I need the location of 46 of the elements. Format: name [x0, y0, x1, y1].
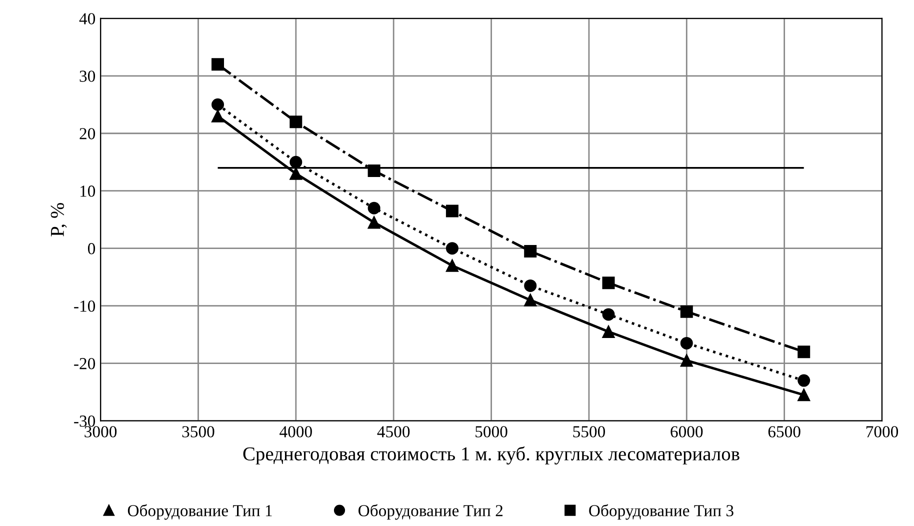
point — [446, 259, 458, 272]
point — [446, 204, 458, 218]
y-tick-label: -20 — [74, 358, 96, 370]
point — [290, 156, 302, 168]
y-tick-label: 10 — [80, 186, 96, 197]
point — [680, 305, 693, 318]
point — [446, 242, 458, 255]
point — [212, 58, 224, 71]
point — [602, 308, 615, 321]
x-tick-label: 5000 — [476, 426, 508, 438]
point — [368, 164, 380, 177]
point — [524, 244, 537, 258]
x-tick-label: 6500 — [768, 426, 800, 438]
point — [798, 346, 810, 358]
point — [368, 216, 380, 229]
y-tick-label: 30 — [80, 70, 96, 82]
point — [798, 388, 810, 402]
y-tick-label: 40 — [79, 13, 96, 24]
point — [212, 110, 224, 122]
x-tick-label: 3500 — [182, 426, 214, 438]
x-axis-title: Среднегодовая стоимость 1 м. куб. круглых лесоматериалов — [243, 446, 740, 464]
y-tick-label: 0 — [88, 243, 96, 254]
point — [680, 354, 693, 367]
legend-label: Оборудование Тип 2 — [358, 504, 503, 520]
point — [602, 276, 615, 290]
x-tick-label: 7000 — [866, 426, 898, 438]
y-tick-label: -10 — [74, 300, 96, 312]
x-tick-label: 4500 — [377, 426, 410, 438]
legend-label: Оборудование Тип 3 — [589, 504, 734, 520]
point — [524, 294, 537, 306]
point — [290, 116, 302, 128]
y-axis-title: P, % — [50, 202, 67, 236]
point — [368, 202, 380, 214]
point — [602, 325, 615, 338]
point — [290, 167, 302, 180]
y-tick-label: 20 — [80, 128, 96, 140]
x-tick-label: 6000 — [670, 426, 703, 438]
x-tick-label: 4000 — [280, 426, 312, 438]
point — [680, 336, 693, 350]
point — [212, 98, 224, 111]
y-tick-label: -30 — [74, 416, 96, 427]
x-tick-label: 3000 — [84, 426, 117, 438]
point — [524, 279, 537, 292]
point — [798, 374, 810, 387]
legend-label: Оборудование Тип 1 — [128, 504, 272, 520]
x-tick-label: 5500 — [573, 426, 605, 438]
